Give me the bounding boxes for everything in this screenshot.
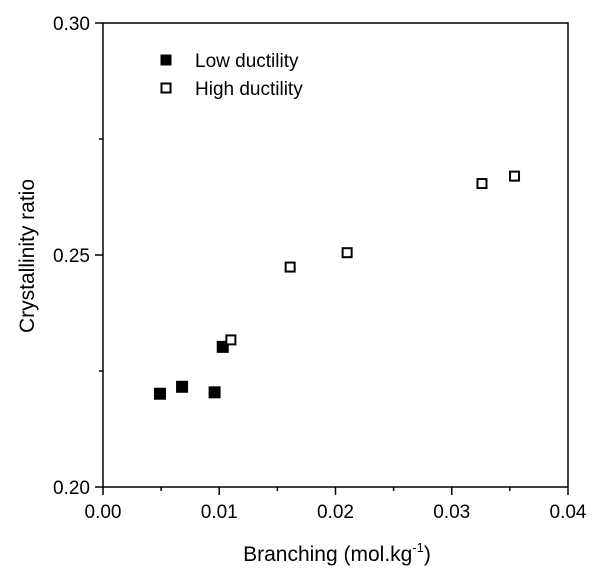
axes	[102, 22, 569, 488]
data-point-low-ductility	[208, 386, 221, 399]
data-point-high-ductility	[225, 334, 237, 346]
legend-label: High ductility	[195, 79, 303, 100]
data-point-low-ductility	[216, 340, 229, 353]
y-tick-label: 0.20	[53, 478, 90, 499]
legend-marker-open	[160, 82, 172, 94]
x-tick-label: 0.03	[433, 502, 470, 523]
x-axis-label-main: Branching (mol.kg	[243, 543, 412, 566]
plot-frame	[102, 22, 569, 488]
data-point-high-ductility	[476, 178, 488, 190]
x-axis-label-superscript: -1	[412, 540, 424, 555]
data-point-high-ductility	[509, 170, 521, 182]
legend-marker-filled	[160, 54, 172, 66]
y-axis-label: Crystallinity ratio	[16, 179, 39, 333]
x-tick-label: 0.01	[201, 502, 238, 523]
legend: Low ductility High ductility	[160, 51, 303, 100]
legend-label: Low ductility	[195, 51, 299, 72]
data-point-high-ductility	[341, 247, 353, 259]
y-tick-label: 0.25	[53, 246, 90, 267]
data-point-low-ductility	[176, 380, 189, 393]
y-tick-label: 0.30	[53, 14, 90, 35]
x-axis-label-suffix: )	[424, 543, 431, 566]
data-points	[153, 170, 521, 400]
x-tick-label: 0.00	[85, 502, 122, 523]
tick-marks	[95, 22, 569, 495]
x-tick-label: 0.04	[550, 502, 587, 523]
tick-labels: 0.00 0.01 0.02 0.03 0.04 0.20 0.25 0.30	[53, 14, 587, 523]
data-point-high-ductility	[284, 261, 296, 273]
data-point-low-ductility	[153, 387, 166, 400]
x-tick-label: 0.02	[317, 502, 354, 523]
x-axis-label: Branching (mol.kg-1)	[243, 540, 431, 566]
